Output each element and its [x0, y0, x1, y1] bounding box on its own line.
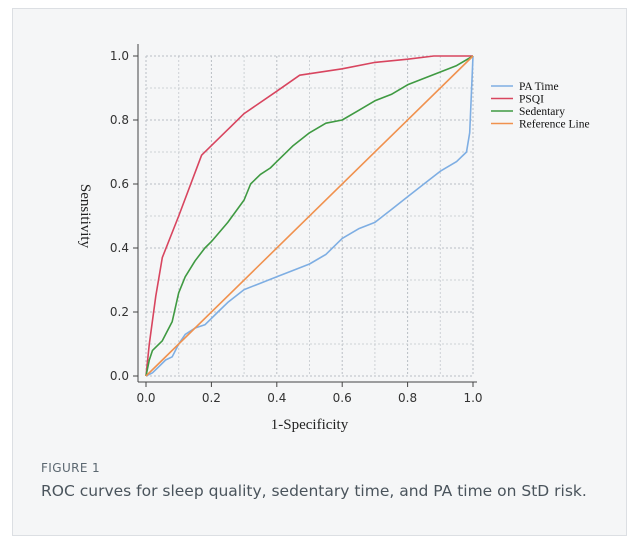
x-axis-label: 1-Specificity: [271, 417, 349, 433]
legend-label-reference-line: Reference Line: [519, 119, 590, 131]
y-tick-label: 0.0: [110, 369, 129, 383]
x-tick-label: 1.0: [463, 391, 482, 405]
y-tick-label: 0.6: [110, 177, 129, 191]
figure-card: 0.0 0.2 0.4 0.6 0.8 1.0 0.0 0.2 0.4 0.6 0.8 1.0 PA …: [12, 8, 627, 536]
y-tick-label: 1.0: [110, 49, 129, 63]
axes: 0.0 0.2 0.4 0.6 0.8 1.0 0.0 0.2 0.4 0.6 0.8 1.0: [110, 44, 483, 405]
figure-label: FIGURE 1: [41, 461, 101, 475]
x-tick-label: 0.8: [398, 391, 417, 405]
y-tick-label: 0.4: [110, 241, 129, 255]
y-tick-label: 0.2: [110, 305, 129, 319]
series-line-sedentary: [145, 55, 474, 377]
figure-caption: ROC curves for sleep quality, sedentary …: [41, 482, 587, 500]
legend-label-pa-time: PA Time: [519, 81, 559, 93]
x-tick-label: 0.0: [136, 391, 155, 405]
x-tick-label: 0.2: [202, 391, 221, 405]
series-line-psqi: [145, 55, 473, 377]
series-line-reference-line: [145, 55, 474, 377]
y-axis-label: Sensitivity: [77, 184, 93, 249]
y-tick-label: 0.8: [110, 113, 129, 127]
roc-chart: 0.0 0.2 0.4 0.6 0.8 1.0 0.0 0.2 0.4 0.6 0.8 1.0 PA …: [53, 31, 593, 436]
x-tick-label: 0.6: [333, 391, 352, 405]
legend-label-sedentary: Sedentary: [519, 106, 565, 118]
series-lines: [145, 55, 474, 377]
x-tick-label: 0.4: [267, 391, 286, 405]
roc-chart-svg: 0.0 0.2 0.4 0.6 0.8 1.0 0.0 0.2 0.4 0.6 0.8 1.0 PA …: [77, 44, 590, 433]
legend-label-psqi: PSQI: [519, 94, 544, 106]
